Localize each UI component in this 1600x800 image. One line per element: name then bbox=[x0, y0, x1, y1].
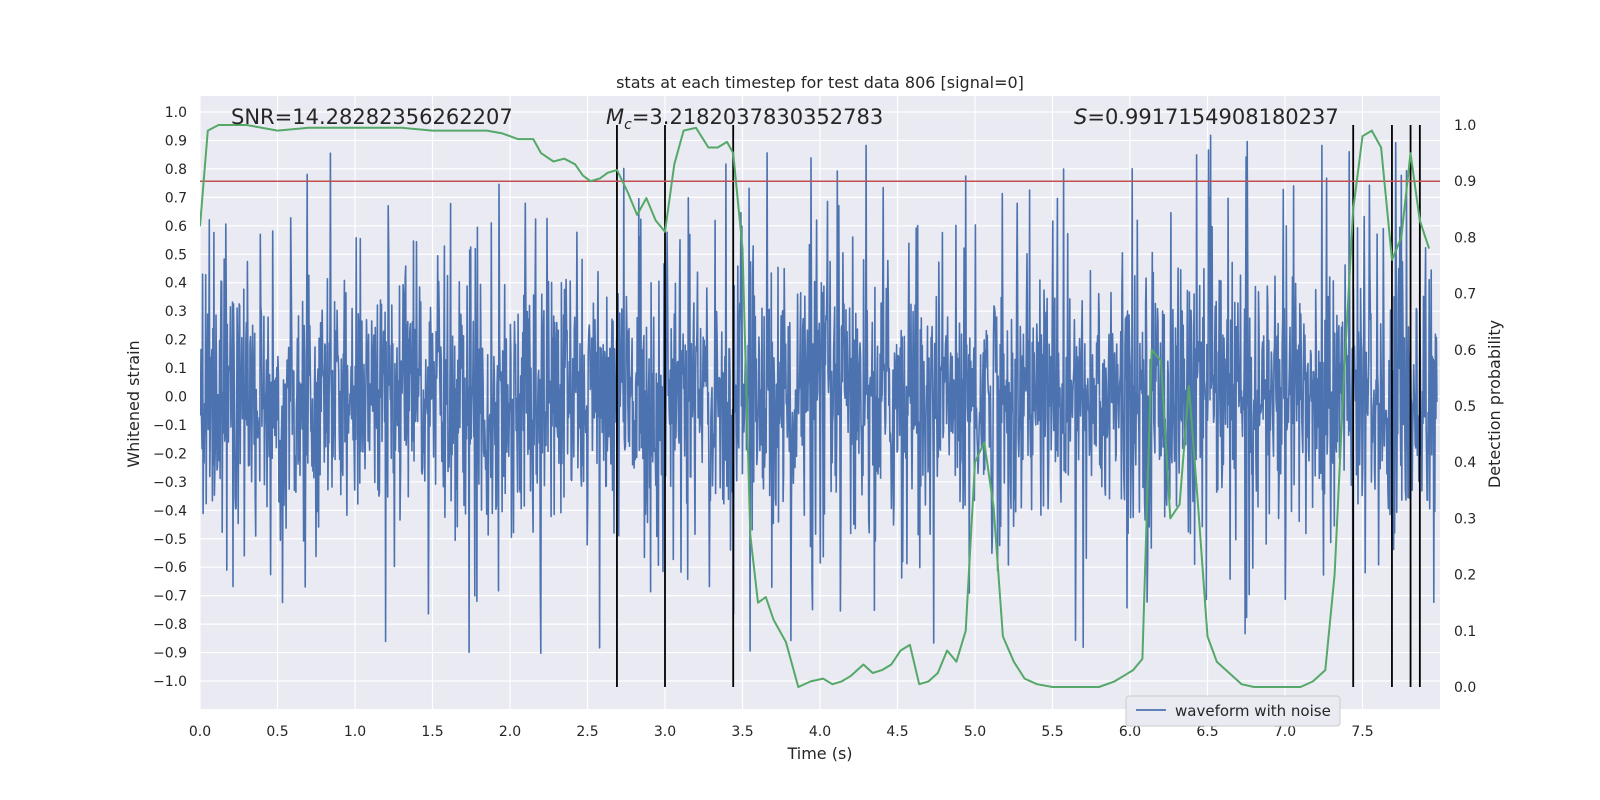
y2-tick-label: 0.5 bbox=[1454, 399, 1476, 415]
y-axis-label: Whitened strain bbox=[124, 340, 143, 467]
x-tick-label: 5.0 bbox=[964, 724, 986, 740]
y-axis-ticks: 1.0 0.9 0.8 0.7 0.6 0.5 0.4 0.3 0.2 0.1 0.0 −0.1 −0.… bbox=[153, 105, 187, 690]
y-tick-label: −0.6 bbox=[153, 560, 187, 576]
legend: waveform with noise bbox=[1125, 695, 1341, 727]
y-tick-label: −0.3 bbox=[153, 475, 187, 491]
y-tick-label: −1.0 bbox=[153, 674, 187, 690]
mc-symbol: M bbox=[606, 105, 624, 129]
y-tick-label: 0.8 bbox=[165, 162, 187, 178]
y2-tick-label: 0.9 bbox=[1454, 174, 1476, 190]
waveform-line bbox=[200, 134, 1438, 654]
y-tick-label: 0.3 bbox=[165, 304, 187, 320]
legend-box bbox=[1125, 695, 1341, 727]
probability-line bbox=[200, 124, 1431, 688]
x-tick-label: 3.0 bbox=[654, 724, 676, 740]
legend-label: waveform with noise bbox=[1175, 702, 1331, 720]
y-tick-label: −0.4 bbox=[153, 503, 187, 519]
snr-annotation: SNR=14.28282356262207 bbox=[231, 105, 513, 129]
y2-axis-ticks: 1.0 0.9 0.8 0.7 0.6 0.5 0.4 0.3 0.2 0.1 0.0 bbox=[1454, 118, 1476, 696]
y2-tick-label: 0.3 bbox=[1454, 511, 1476, 527]
y2-tick-label: 0.1 bbox=[1454, 624, 1476, 640]
y-tick-label: 0.1 bbox=[165, 361, 187, 377]
y-tick-label: −0.5 bbox=[153, 532, 187, 548]
s-symbol: S bbox=[1074, 105, 1087, 129]
x-tick-label: 2.0 bbox=[499, 724, 521, 740]
chart-title: stats at each timestep for test data 806… bbox=[616, 73, 1024, 92]
y2-tick-label: 0.4 bbox=[1454, 455, 1476, 471]
x-tick-label: 5.5 bbox=[1041, 724, 1063, 740]
y-tick-label: −0.2 bbox=[153, 446, 187, 462]
x-tick-label: 2.5 bbox=[576, 724, 598, 740]
x-tick-label: 3.5 bbox=[731, 724, 753, 740]
y-tick-label: −0.7 bbox=[153, 589, 187, 605]
probability-series bbox=[200, 124, 1431, 688]
x-tick-label: 6.5 bbox=[1196, 724, 1218, 740]
y2-tick-label: 0.2 bbox=[1454, 568, 1476, 584]
y-tick-label: 0.2 bbox=[165, 333, 187, 349]
detection-markers bbox=[616, 125, 1421, 687]
x-tick-label: 0.5 bbox=[266, 724, 288, 740]
y2-tick-label: 0.6 bbox=[1454, 343, 1476, 359]
y-tick-label: 0.9 bbox=[165, 133, 187, 149]
y2-tick-label: 0.8 bbox=[1454, 230, 1476, 246]
y-tick-label: 1.0 bbox=[165, 105, 187, 121]
mc-value: =3.2182037830352783 bbox=[632, 105, 883, 129]
y2-axis-label: Detection probability bbox=[1485, 320, 1504, 488]
y-tick-label: −0.9 bbox=[153, 646, 187, 662]
y-tick-label: 0.6 bbox=[165, 219, 187, 235]
waveform-series bbox=[200, 134, 1438, 654]
y-tick-label: 0.4 bbox=[165, 276, 187, 292]
x-axis-label: Time (s) bbox=[786, 744, 852, 763]
x-tick-label: 1.5 bbox=[421, 724, 443, 740]
x-tick-label: 4.0 bbox=[809, 724, 831, 740]
x-tick-label: 1.0 bbox=[344, 724, 366, 740]
y-tick-label: −0.8 bbox=[153, 617, 187, 633]
x-tick-label: 7.0 bbox=[1274, 724, 1296, 740]
y2-tick-label: 0.7 bbox=[1454, 287, 1476, 303]
x-tick-label: 0.0 bbox=[189, 724, 211, 740]
y-tick-label: 0.5 bbox=[165, 247, 187, 263]
y-tick-label: 0.7 bbox=[165, 190, 187, 206]
x-tick-label: 7.5 bbox=[1351, 724, 1373, 740]
s-value: =0.9917154908180237 bbox=[1087, 105, 1338, 129]
y2-tick-label: 0.0 bbox=[1454, 680, 1476, 696]
y-tick-label: 0.0 bbox=[165, 390, 187, 406]
y-tick-label: −0.1 bbox=[153, 418, 187, 434]
chirp-mass-annotation: Mc=3.2182037830352783 bbox=[606, 105, 883, 133]
s-annotation: S=0.9917154908180237 bbox=[1074, 105, 1339, 129]
mc-subscript: c bbox=[624, 117, 632, 133]
x-axis-ticks: 0.0 0.5 1.0 1.5 2.0 2.5 3.0 3.5 4.0 4.5 5.0 5.5 6.0 6… bbox=[189, 724, 1374, 740]
x-tick-label: 4.5 bbox=[886, 724, 908, 740]
x-tick-label: 6.0 bbox=[1119, 724, 1141, 740]
y2-tick-label: 1.0 bbox=[1454, 118, 1476, 134]
